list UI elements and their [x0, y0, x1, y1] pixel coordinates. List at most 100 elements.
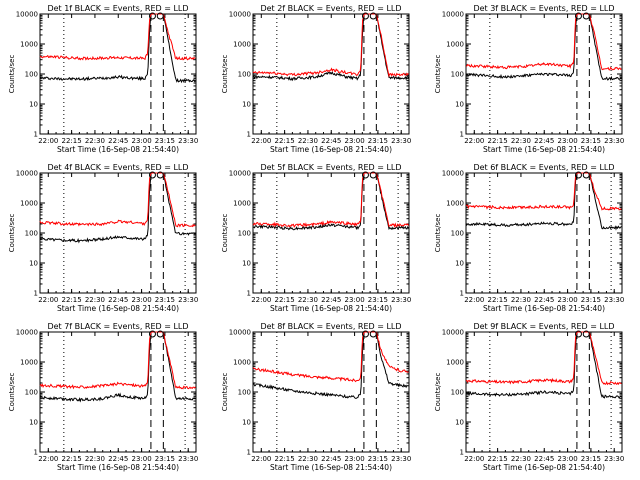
- y-tick-label: 100: [451, 230, 464, 238]
- x-tick-label: 22:00: [251, 296, 271, 304]
- panel-9: Det 9f BLACK = Events, RED = LLD 1 10 100 10…: [434, 322, 624, 472]
- peak-marker: [582, 171, 590, 179]
- x-tick-label: 22:30: [511, 137, 531, 145]
- x-tick-label: 23:00: [131, 455, 151, 463]
- peak-marker: [361, 171, 369, 179]
- lld-series: [252, 331, 409, 383]
- y-tick-label: 1: [34, 131, 38, 139]
- x-tick-label: 23:30: [178, 455, 198, 463]
- x-axis-label: Start Time (16-Sep-08 21:54:40): [270, 145, 392, 154]
- x-tick-label: 22:30: [85, 455, 105, 463]
- peak-marker: [148, 330, 156, 338]
- y-tick-label: 1: [34, 449, 38, 457]
- y-tick-label: 100: [25, 230, 38, 238]
- x-axis-label: Start Time (16-Sep-08 21:54:40): [483, 463, 605, 472]
- y-tick-label: 1000: [446, 41, 464, 49]
- x-axis-label: Start Time (16-Sep-08 21:54:40): [57, 304, 179, 313]
- x-tick-label: 22:00: [464, 296, 484, 304]
- x-tick-label: 23:15: [155, 455, 175, 463]
- x-tick-label: 22:45: [321, 296, 341, 304]
- x-tick-label: 22:45: [321, 137, 341, 145]
- x-tick-label: 23:15: [581, 296, 601, 304]
- x-axis-label: Start Time (16-Sep-08 21:54:40): [483, 304, 605, 313]
- x-tick-label: 22:45: [534, 455, 554, 463]
- y-tick-label: 10000: [442, 170, 464, 178]
- x-tick-label: 22:15: [275, 137, 295, 145]
- peak-marker: [574, 171, 582, 179]
- panel-4: Det 4f BLACK = Events, RED = LLD 1 10 100 10…: [8, 163, 198, 313]
- events-series: [252, 13, 409, 82]
- panel-8: Det 8f BLACK = Events, RED = LLD 1 10 100 10…: [221, 322, 411, 472]
- panel-title: Det 2f BLACK = Events, RED = LLD: [260, 4, 401, 13]
- panel-title: Det 1f BLACK = Events, RED = LLD: [47, 4, 188, 13]
- x-tick-label: 23:30: [391, 455, 411, 463]
- x-tick-label: 22:15: [488, 296, 508, 304]
- x-tick-label: 23:00: [557, 137, 577, 145]
- panel-title: Det 7f BLACK = Events, RED = LLD: [47, 322, 188, 331]
- x-tick-label: 22:15: [275, 455, 295, 463]
- x-tick-label: 22:45: [321, 455, 341, 463]
- lld-series: [465, 172, 622, 211]
- y-tick-label: 10: [455, 260, 464, 268]
- x-tick-label: 22:30: [85, 296, 105, 304]
- x-tick-label: 23:30: [604, 455, 624, 463]
- x-tick-label: 23:00: [344, 137, 364, 145]
- x-tick-label: 22:15: [62, 455, 82, 463]
- x-tick-label: 23:00: [131, 137, 151, 145]
- peak-marker: [582, 330, 590, 338]
- x-tick-label: 22:15: [488, 137, 508, 145]
- x-tick-label: 22:45: [534, 137, 554, 145]
- x-tick-label: 23:30: [178, 137, 198, 145]
- y-tick-label: 1000: [20, 200, 38, 208]
- panel-7: Det 7f BLACK = Events, RED = LLD 1 10 100 10…: [8, 322, 198, 472]
- y-axis-label: Counts/sec: [8, 214, 16, 253]
- peak-marker: [361, 12, 369, 20]
- y-tick-label: 100: [451, 71, 464, 79]
- x-tick-label: 23:30: [604, 296, 624, 304]
- y-axis-label: Counts/sec: [434, 373, 442, 412]
- x-tick-label: 22:30: [298, 455, 318, 463]
- peak-marker: [574, 12, 582, 20]
- y-tick-label: 1000: [20, 359, 38, 367]
- x-tick-label: 23:30: [391, 296, 411, 304]
- panel-3: Det 3f BLACK = Events, RED = LLD 1 10 100 10…: [434, 4, 624, 154]
- panel-title: Det 5f BLACK = Events, RED = LLD: [260, 163, 401, 172]
- x-tick-label: 22:45: [108, 137, 128, 145]
- y-axis-label: Counts/sec: [8, 55, 16, 94]
- events-series: [39, 331, 196, 403]
- x-tick-label: 23:30: [604, 137, 624, 145]
- lld-series: [252, 172, 409, 228]
- x-tick-label: 22:30: [85, 137, 105, 145]
- peak-marker: [156, 330, 164, 338]
- y-tick-label: 10000: [229, 11, 251, 19]
- lld-series: [466, 13, 622, 71]
- x-tick-label: 22:00: [464, 137, 484, 145]
- x-tick-label: 23:00: [557, 455, 577, 463]
- y-tick-label: 1: [460, 449, 464, 457]
- peak-marker: [148, 171, 156, 179]
- x-tick-label: 22:15: [62, 137, 82, 145]
- y-tick-label: 10000: [16, 329, 38, 337]
- x-tick-label: 22:00: [38, 296, 58, 304]
- x-tick-label: 22:15: [488, 455, 508, 463]
- peak-marker: [156, 171, 164, 179]
- x-tick-label: 22:30: [511, 296, 531, 304]
- events-series: [39, 172, 196, 244]
- x-tick-label: 23:15: [155, 137, 175, 145]
- lld-series: [39, 13, 196, 61]
- y-axis-label: Counts/sec: [221, 214, 229, 253]
- peak-marker: [148, 12, 156, 20]
- panel-5: Det 5f BLACK = Events, RED = LLD 1 10 100 10…: [221, 163, 411, 313]
- y-tick-label: 10: [242, 101, 251, 109]
- panel-title: Det 4f BLACK = Events, RED = LLD: [47, 163, 188, 172]
- peak-marker: [369, 330, 377, 338]
- lld-series: [39, 172, 196, 228]
- panel-title: Det 6f BLACK = Events, RED = LLD: [473, 163, 614, 172]
- y-tick-label: 1: [247, 290, 251, 298]
- x-tick-label: 23:00: [131, 296, 151, 304]
- x-tick-label: 22:45: [108, 296, 128, 304]
- x-tick-label: 22:15: [275, 296, 295, 304]
- y-tick-label: 1000: [233, 200, 251, 208]
- peak-marker: [369, 12, 377, 20]
- y-tick-label: 10000: [229, 329, 251, 337]
